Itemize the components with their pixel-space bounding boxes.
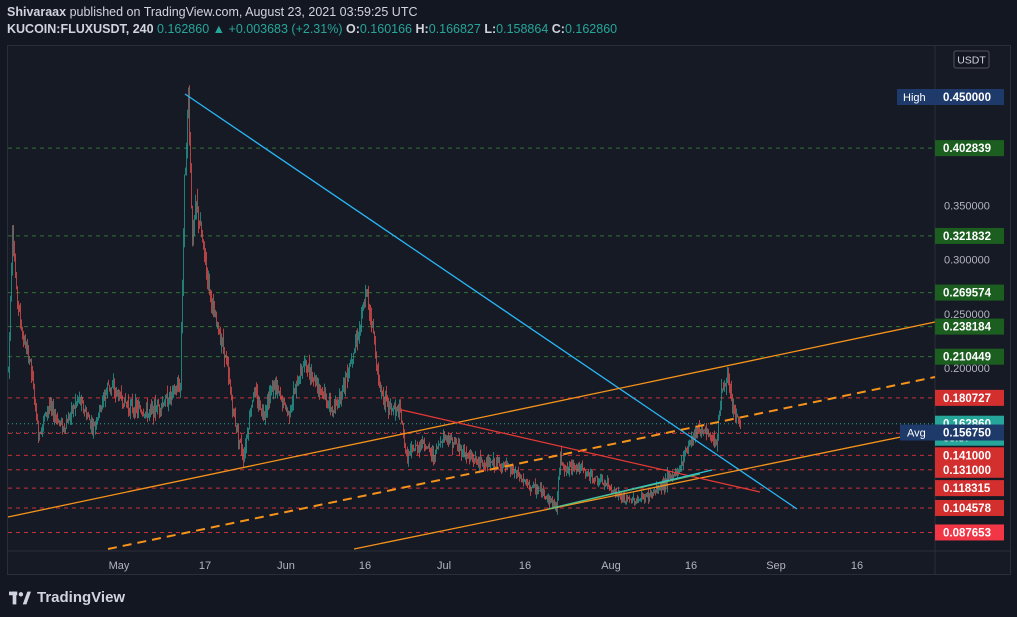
green-level-badge-bg — [935, 318, 1004, 335]
x-tick-label: Jun — [277, 560, 295, 572]
brand-name: TradingView — [37, 589, 126, 606]
tradingview-logo-icon — [9, 591, 31, 604]
avg-badge-value: 0.156750 — [943, 428, 991, 440]
green-level-badge: 0.321832 — [943, 231, 991, 243]
x-tick-label: Aug — [601, 560, 621, 572]
x-tick-label: 16 — [519, 560, 531, 572]
high-label: H: — [415, 22, 429, 36]
red-level-badge: 0.141000 — [943, 450, 991, 462]
red-level-badge-bg — [935, 499, 1004, 516]
x-tick-label: Sep — [766, 560, 786, 572]
y-tick-label: 0.350000 — [944, 200, 990, 212]
close-value: 0.162860 — [564, 22, 618, 36]
green-level-badge: 0.402839 — [943, 143, 991, 155]
green-level-badge-bg — [935, 284, 1004, 301]
high-badge-bg — [897, 89, 1004, 105]
published-text: published on TradingView.com, August 23,… — [69, 5, 418, 19]
channel-upper-line — [7, 321, 936, 518]
red-level-badge: 0.104578 — [943, 503, 992, 515]
red-level-badge: 0.118315 — [943, 483, 991, 495]
green-level-badge-bg — [935, 227, 1004, 244]
candles-group — [8, 85, 741, 515]
channel-lower-line — [353, 429, 936, 550]
last-price: 0.162860 — [157, 22, 210, 36]
low-label: L: — [484, 22, 497, 36]
avg-badge-label: Avg — [907, 428, 926, 440]
y-tick-label: 0.250000 — [944, 309, 990, 321]
red-level-badge-bg — [935, 524, 1004, 541]
symbol-label[interactable]: KUCOIN:FLUXUSDT, 240 — [7, 22, 154, 36]
low-value: 0.158864 — [496, 22, 549, 36]
green-level-badge-bg — [935, 140, 1004, 157]
red-level-badge-bg — [935, 447, 1004, 464]
red-level-badge-bg — [935, 389, 1004, 406]
price-change: +0.003683 (+2.31%) — [228, 22, 343, 36]
currency-badge — [953, 50, 990, 69]
change-arrow-icon: ▲ — [212, 22, 226, 36]
high-value: 0.166827 — [428, 22, 481, 36]
x-tick-label: 16 — [851, 560, 863, 572]
open-value: 0.160166 — [359, 22, 413, 36]
green-level-badge: 0.238184 — [943, 322, 992, 334]
publish-info: Shivaraax published on TradingView.com, … — [7, 5, 417, 19]
x-tick-label: May — [109, 560, 130, 572]
channel-mid-line — [107, 376, 936, 550]
red-descending-line — [401, 409, 761, 493]
red-level-badge-bg — [935, 461, 1004, 478]
symbol-info: KUCOIN:FLUXUSDT, 240 0.162860 ▲ +0.00368… — [7, 22, 617, 36]
close-label: C: — [551, 22, 565, 36]
high-badge-value: 0.450000 — [943, 92, 991, 104]
x-tick-label: 16 — [685, 560, 697, 572]
currency-badge-label: USDT — [957, 55, 986, 67]
high-badge-label: High — [903, 92, 926, 104]
red-level-badge: 0.131000 — [943, 465, 991, 477]
y-tick-label: 0.300000 — [944, 255, 990, 267]
blue-downtrend-line — [184, 93, 798, 510]
x-tick-label: Jul — [437, 560, 451, 572]
y-tick-label: 0.200000 — [944, 363, 990, 375]
green-level-badge: 0.269574 — [943, 288, 992, 300]
avg-badge-bg — [900, 424, 1004, 441]
tradingview-logo[interactable]: TradingView — [9, 589, 125, 606]
chart-panel[interactable] — [7, 45, 1011, 575]
red-level-badge: 0.087653 — [943, 527, 991, 539]
red-level-badge-bg — [935, 480, 1004, 497]
green-level-badge: 0.210449 — [943, 352, 991, 364]
green-support-line — [547, 473, 701, 510]
x-tick-label: 16 — [359, 560, 371, 572]
green-level-badge-bg — [935, 348, 1004, 365]
red-level-badge: 0.180727 — [943, 393, 991, 405]
x-tick-label: 17 — [199, 560, 211, 572]
open-label: O: — [345, 22, 360, 36]
publisher-name[interactable]: Shivaraax — [7, 5, 67, 19]
